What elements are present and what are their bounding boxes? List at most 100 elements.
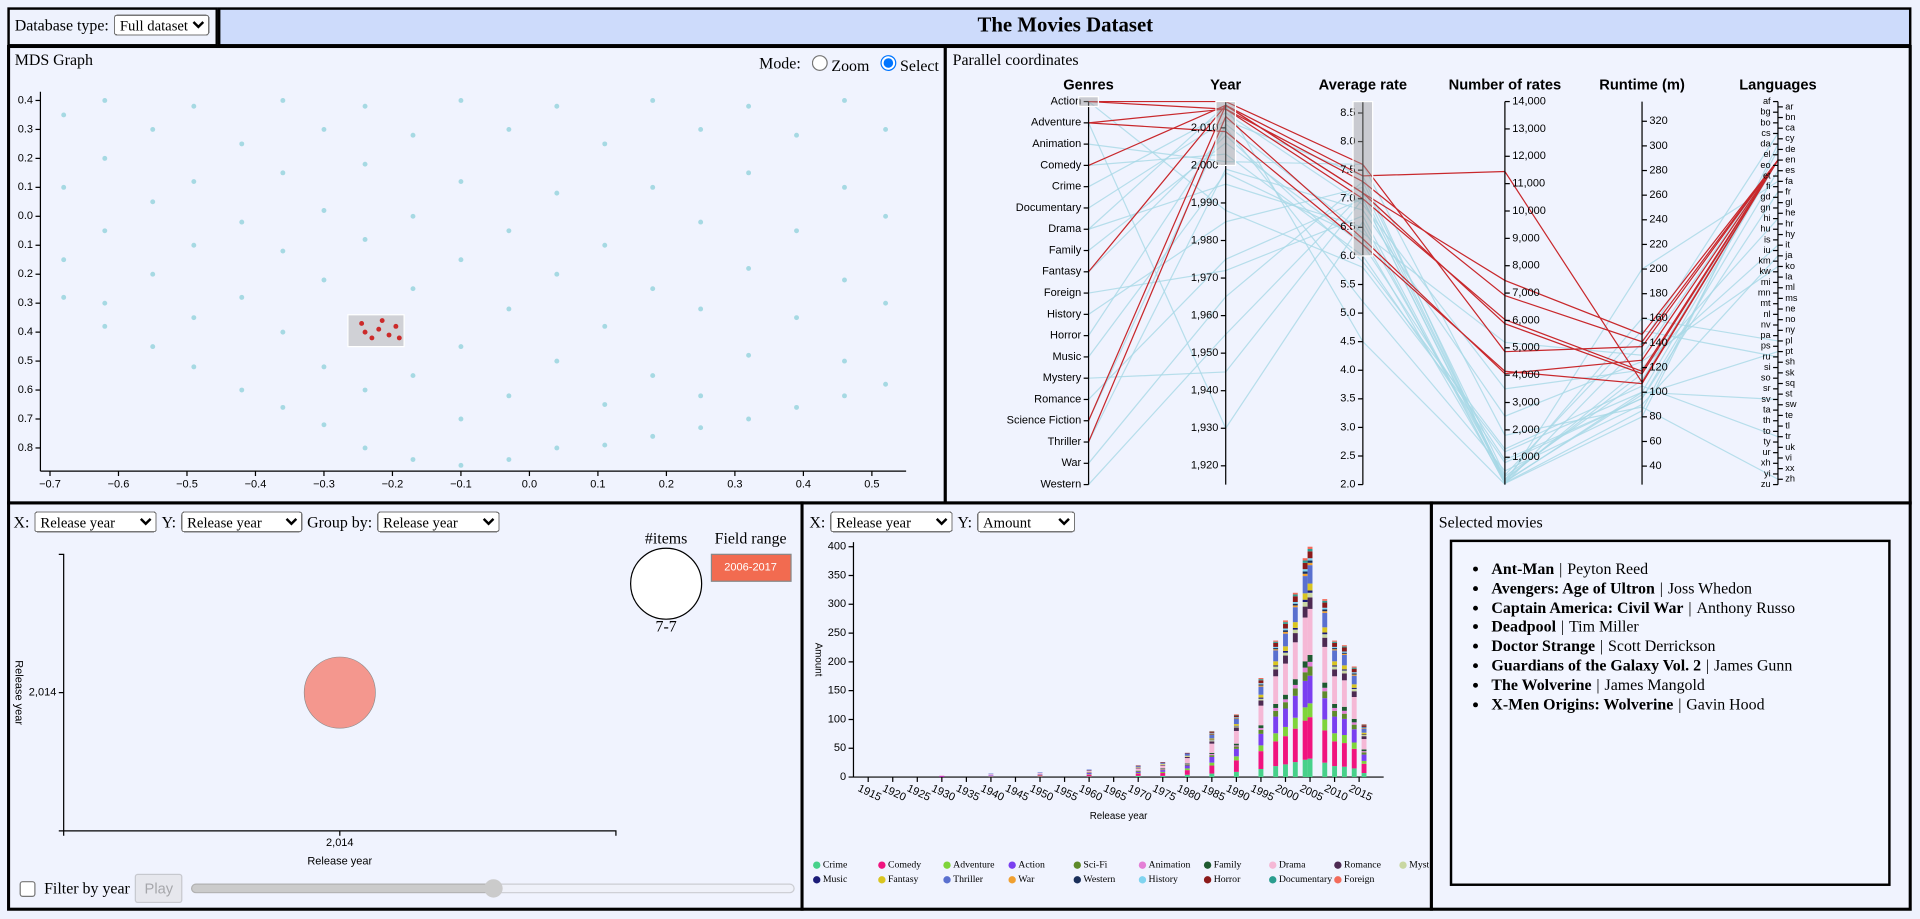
bar-segment [1307,546,1313,550]
bar-segment [1135,775,1141,778]
movie-title: Ant-Man [1491,559,1555,578]
tick-label: 120 [1649,361,1667,373]
tick-label: 2.5 [1340,450,1355,462]
bar-segment [1361,728,1367,729]
tick-label: 100 [1649,386,1667,398]
bar-segment [1292,592,1298,595]
group-select[interactable]: Release year [377,511,500,533]
mds-point [410,373,416,379]
tick-label: 3.5 [1340,393,1355,405]
category-label: so [1761,373,1771,383]
bar-segment [1160,769,1166,771]
bar-segment [1258,679,1264,681]
bar-segment [1332,661,1338,666]
category-label: Crime [1052,181,1081,193]
y-select[interactable]: Amount [976,511,1075,533]
mds-point [746,103,752,109]
tick-label: 260 [1649,189,1667,201]
bar-segment [1273,703,1279,708]
mds-selected-point [359,320,365,326]
bar-segment [1351,673,1357,675]
filter-checkbox[interactable] [19,880,36,897]
category-label: ps [1761,341,1771,351]
bar-segment [1160,764,1166,765]
mds-point [362,161,368,167]
y-tick-label: 0.6 [18,384,33,396]
mode-select[interactable]: Select [874,51,939,75]
y-control-label: Y: [161,512,177,531]
bar-segment [1332,733,1338,742]
mds-point [794,315,799,321]
bar-segment [1283,652,1288,656]
tick-label: 7,000 [1512,287,1540,299]
x-select[interactable]: Release year [830,511,953,533]
mds-point [362,103,368,109]
year-slider[interactable] [190,878,796,899]
tick-label: 1,960 [1191,310,1219,322]
bar-segment [1322,611,1328,613]
mds-point [794,228,799,234]
category-label: te [1785,410,1793,420]
bar-segment [1361,732,1367,735]
mds-point [698,425,704,431]
tick-label: 4.0 [1340,364,1355,376]
mds-selected-point [376,326,382,332]
bar-segment [1086,774,1092,777]
category-label: mn [1758,287,1771,297]
separator: | [1678,694,1682,713]
separator: | [1560,617,1565,636]
bar-segment [1332,649,1338,651]
legend-swatch [943,876,951,884]
radio[interactable] [811,55,828,71]
bar-segment [1258,725,1264,729]
radio[interactable] [880,55,897,71]
database-select[interactable]: Full dataset [113,14,210,36]
bar-segment [1209,730,1215,732]
bar-segment [1233,748,1239,757]
bar-segment [1332,665,1338,667]
bar-segment [1341,718,1347,736]
bar-segment [1322,627,1328,633]
bar-segment [1341,735,1347,744]
bar-segment [1258,678,1264,680]
bar-segment [1341,654,1347,666]
legend-label: History [1149,874,1178,885]
bar-segment [1292,633,1298,643]
tick-label: 3.0 [1340,421,1355,433]
y-select[interactable]: Release year [180,511,303,533]
y-tick-label: 0.3 [18,123,33,135]
mode-zoom[interactable]: Zoom [806,51,869,75]
play-button[interactable]: Play [134,873,183,904]
mds-point [883,213,889,219]
legend-label: Crime [823,859,847,870]
bar-segment [1332,741,1338,767]
bar-segment [1086,772,1092,774]
bar-segment [1322,634,1328,638]
mds-point [102,228,108,234]
separator: | [1599,636,1604,655]
bar-segment [1233,724,1239,726]
category-label: ty [1763,436,1771,446]
bar-segment [939,775,945,776]
movie-list: Ant-Man|Peyton ReedAvengers: Age of Ultr… [1452,559,1888,714]
bar-segment [1209,733,1215,735]
bar-segment [1351,768,1357,778]
category-label: Thriller [1048,436,1082,448]
y-tick-label: 400 [828,541,846,553]
bar-segment [1302,601,1308,607]
mds-point [506,306,512,312]
bar-segment [1351,724,1357,730]
x-control-label: X: [809,512,826,531]
tick-label: 140 [1649,337,1667,349]
bar-segment [1292,728,1298,763]
bar-segment [1361,752,1367,755]
tick-label: 1,970 [1191,272,1219,284]
x-select[interactable]: Release year [34,511,157,533]
database-label: Database type: [14,15,109,34]
y-tick-label: 2,014 [29,687,57,699]
category-label: Mystery [1043,372,1082,384]
bar-segment [1307,583,1313,591]
mds-point [458,344,464,350]
bar-segment [1258,683,1264,685]
mds-point [794,404,799,410]
